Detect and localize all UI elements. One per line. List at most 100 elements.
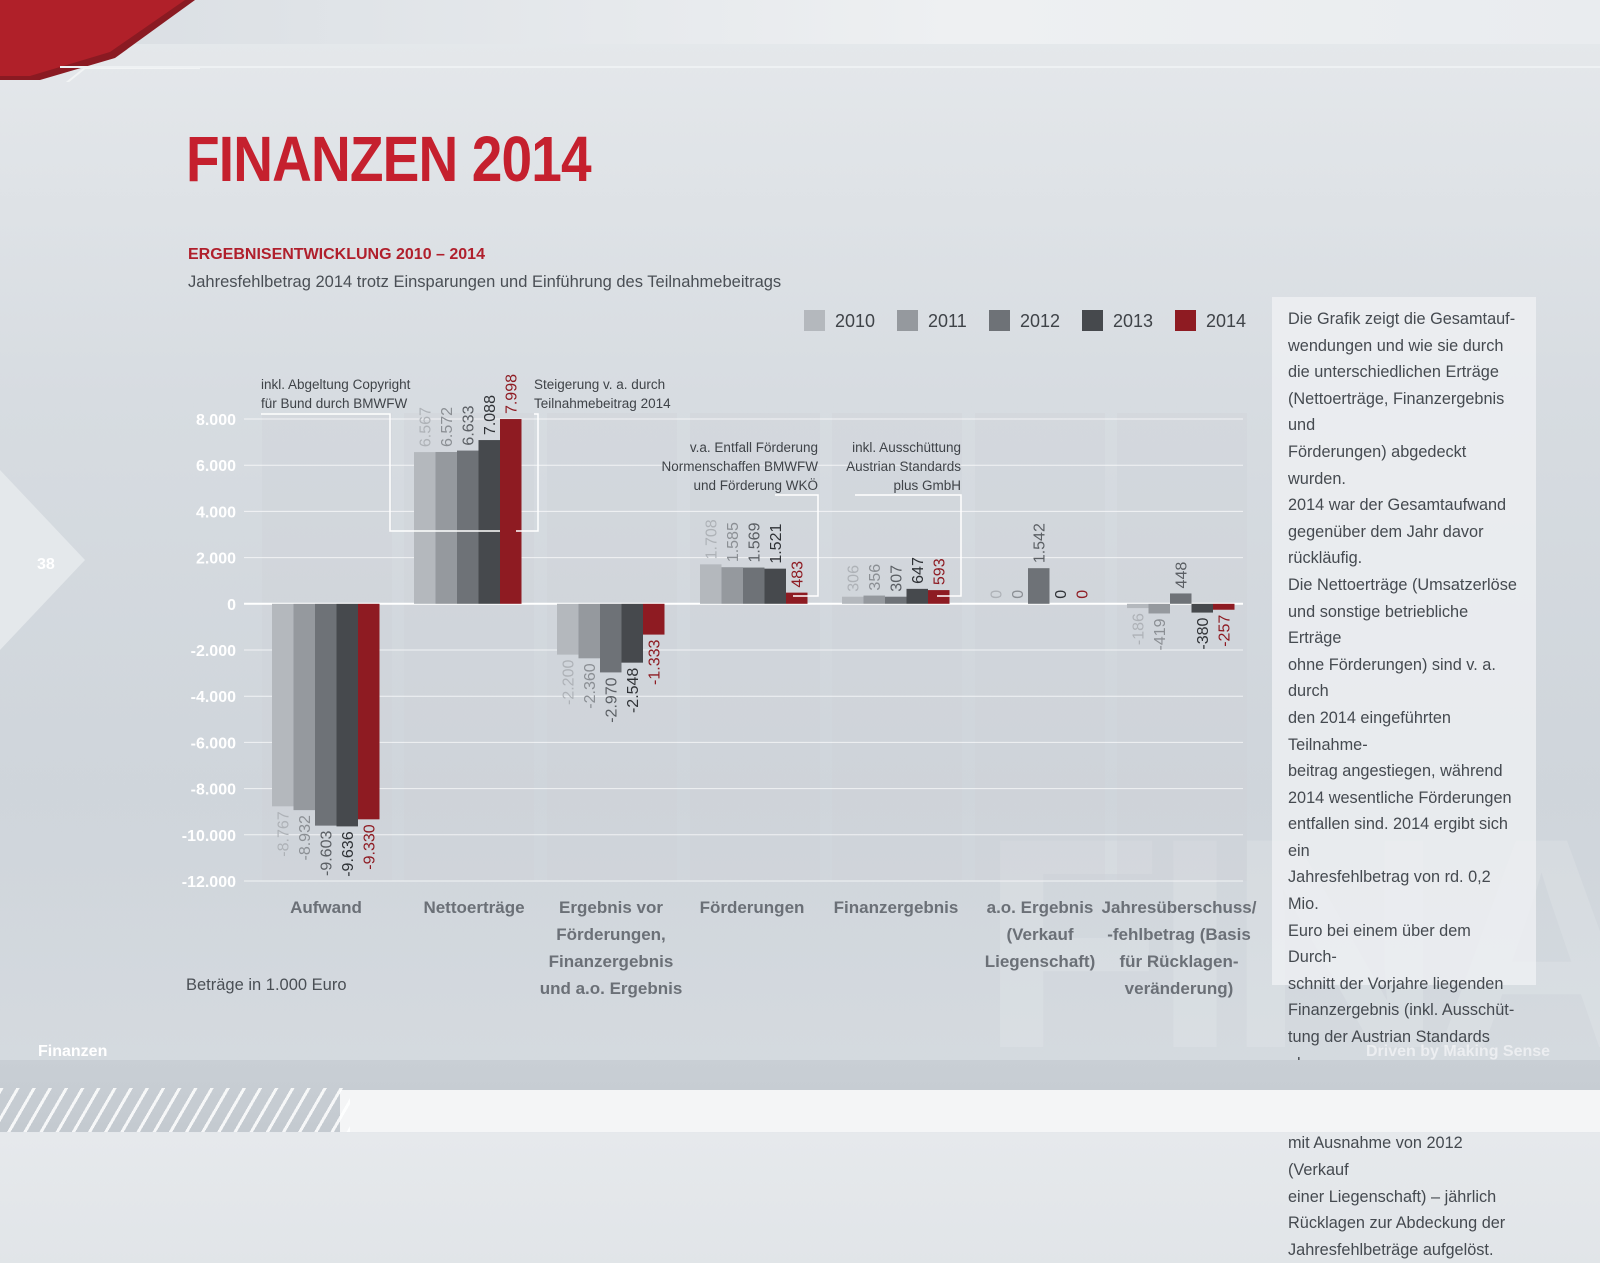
x-category-label: Liegenschaft) [985,952,1096,971]
x-category-label: Finanzergebnis [834,898,959,917]
corner-logo-shape [0,0,200,82]
legend-label: 2013 [1113,311,1153,331]
data-label: 6.633 [461,405,478,445]
bar [906,588,928,604]
data-label: 593 [932,558,949,585]
bar [885,596,907,604]
annotation-text: plus GmbH [893,478,961,493]
data-label: -257 [1217,615,1234,647]
bar [435,451,457,604]
bar [764,568,786,604]
data-label: 1.585 [725,522,742,562]
data-label: 1.542 [1032,523,1049,563]
bar [578,603,600,659]
annotation-text: v.a. Entfall Förderung [690,440,818,455]
y-tick-label: 4.000 [196,504,236,521]
legend-label: 2012 [1020,311,1060,331]
y-tick-label: -8.000 [191,782,236,799]
bar [1127,603,1149,609]
annotation-text: Teilnahmebeitrag 2014 [534,396,671,411]
y-tick-label: 8.000 [196,412,236,429]
x-category-label: Jahresüberschuss/ [1102,898,1257,917]
data-label: 0 [989,590,1006,599]
x-category-label: Förderungen [700,898,805,917]
y-tick-label: 6.000 [196,458,236,475]
bar [293,603,315,811]
legend-label: 2011 [928,311,967,331]
data-label: 1.521 [768,524,785,564]
data-label: 7.088 [482,395,499,435]
data-label: 307 [889,565,906,592]
x-category-label: Förderungen, [556,925,666,944]
top-divider-line [60,66,1600,68]
data-label: -2.200 [561,660,578,705]
annotation-text: für Bund durch BMWFW [261,396,408,411]
x-category-label: -fehlbetrag (Basis [1107,925,1251,944]
top-banner [0,0,1600,44]
annotation-text: inkl. Ausschüttung [852,440,961,455]
data-label: -1.333 [647,639,664,684]
bar [600,603,622,673]
data-label: 0 [1075,590,1092,599]
units-note: Beträge in 1.000 Euro [186,976,347,994]
category-shade [975,413,1105,881]
bar [1191,603,1213,613]
data-label: 6.567 [418,407,435,447]
y-tick-label: 2.000 [196,551,236,568]
page-title: FINANZEN 2014 [186,123,592,195]
data-label: -2.360 [582,663,599,708]
data-label: -8.767 [276,811,293,856]
legend-swatch [897,310,918,331]
annotation-bracket [516,413,539,532]
legend-label: 2010 [835,311,875,331]
bar [643,603,665,635]
data-label: 647 [910,557,927,584]
x-category-label: veränderung) [1125,979,1234,998]
x-category-label: Nettoerträge [423,898,524,917]
footer-stripes [0,1088,350,1132]
category-shade [832,413,962,881]
legend-swatch [989,310,1010,331]
data-label: 0 [1010,590,1027,599]
bar [1213,603,1235,610]
y-tick-label: -2.000 [191,643,236,660]
annotation-bracket [261,413,500,532]
y-tick-label: -6.000 [191,735,236,752]
annotation-text: inkl. Abgeltung Copyright [261,377,411,392]
bar [928,590,950,604]
footer-white-strip [340,1090,1600,1132]
data-label: 1.708 [704,519,721,559]
bar [700,564,722,604]
annotation-text: Steigerung v. a. durch [534,377,665,392]
bar [743,567,765,604]
bar [414,452,436,604]
data-label: 448 [1174,562,1191,589]
legend-label: 2014 [1206,311,1246,331]
chart-subtitle: Jahresfehlbetrag 2014 trotz Einsparungen… [188,273,782,291]
data-label: -8.932 [297,815,314,860]
bar [500,419,522,604]
data-label: 0 [1053,590,1070,599]
finance-bar-chart: 8.000 6.000 4.000 2.000 0 -2.000 -4.000 -6.000 -… [191,310,1257,998]
data-label: 306 [846,565,863,592]
data-label: 6.572 [439,407,456,447]
data-label: -9.603 [319,831,336,876]
data-label: -186 [1131,613,1148,645]
section-title: ERGEBNISENTWICKLUNG 2010 – 2014 [188,246,485,263]
data-label: -2.548 [625,668,642,713]
data-label: 1.569 [747,522,764,562]
annotation-text: und Förderung WKÖ [693,478,818,493]
x-category-label: Finanzergebnis [549,952,674,971]
bar [1148,603,1170,614]
bar [1028,568,1050,604]
bar [621,603,643,663]
x-category-label: Ergebnis vor [559,898,663,917]
annotation-bracket [855,494,962,597]
bar [1170,593,1192,604]
data-label: 356 [867,564,884,591]
y-tick-label: -4.000 [191,689,236,706]
x-category-label: (Verkauf [1006,925,1073,944]
bar [786,592,808,604]
legend-swatch [1175,310,1196,331]
bar [842,596,864,604]
